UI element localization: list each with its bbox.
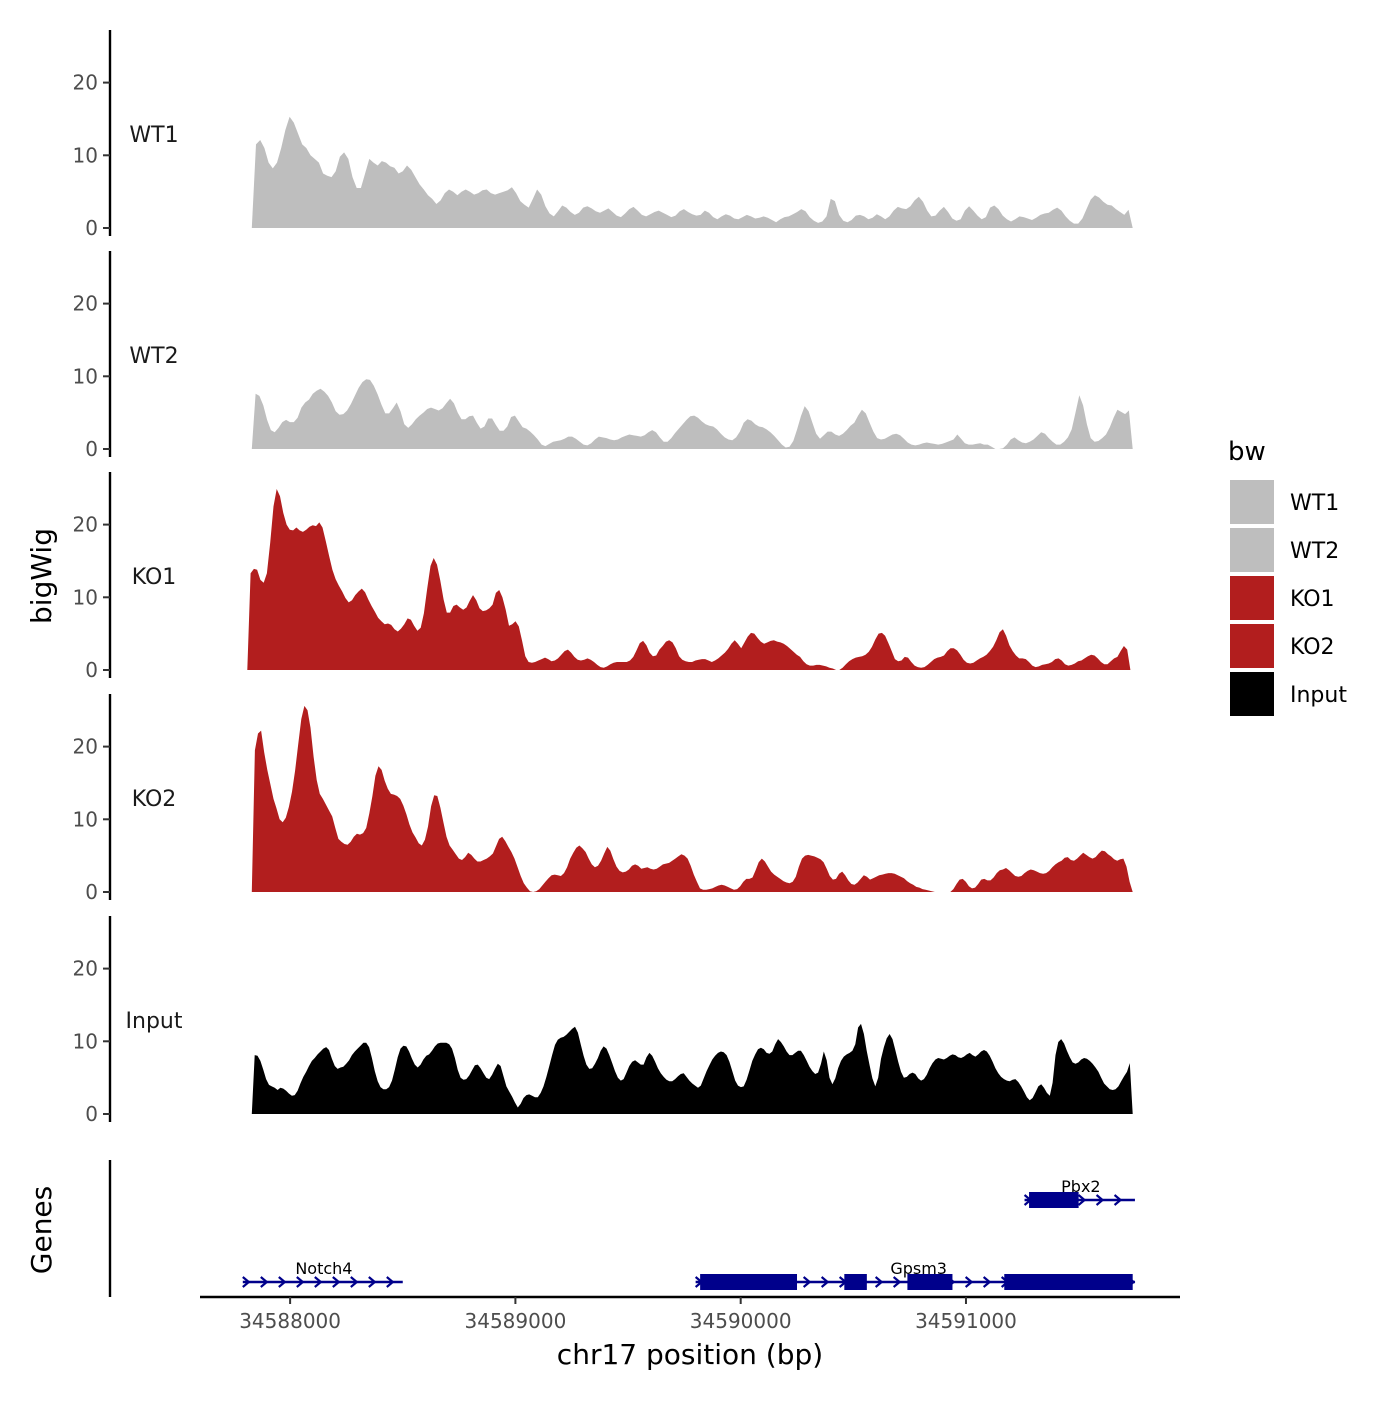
y-tick-label: 10 — [73, 585, 98, 609]
y-tick-label: 0 — [85, 216, 98, 240]
track-wt2: 0 10 20 WT2 — [73, 251, 1133, 461]
legend-swatch — [1230, 576, 1274, 620]
x-tick-label: 34588000 — [239, 1309, 341, 1333]
legend-item-ko2: KO2 — [1230, 624, 1335, 668]
track-label-ko2: KO2 — [132, 787, 177, 812]
legend-label: WT1 — [1290, 491, 1339, 516]
legend-title: bw — [1228, 437, 1266, 467]
area-wt1 — [251, 116, 1133, 228]
strand-arrow — [242, 1276, 251, 1288]
y-tick-label: 10 — [73, 807, 98, 831]
legend-label: WT2 — [1290, 539, 1339, 564]
track-label-ko1: KO1 — [132, 565, 177, 590]
y-axis-title: bigWig — [25, 528, 58, 624]
y-tick-label: 0 — [85, 1102, 98, 1126]
legend-swatch — [1230, 624, 1274, 668]
strand-arrow — [278, 1276, 287, 1288]
y-tick-label: 20 — [73, 957, 98, 981]
strand-arrow — [892, 1276, 902, 1288]
gene-gpsm3: Gpsm3 — [694, 1259, 1136, 1290]
strand-arrow — [1095, 1194, 1105, 1206]
gene-track-title: Genes — [25, 1186, 58, 1274]
strand-arrow — [368, 1276, 377, 1288]
track-label-input: Input — [126, 1009, 183, 1034]
area-ko2 — [251, 705, 1133, 892]
exon-block — [700, 1274, 798, 1290]
x-tick-label: 34590000 — [690, 1309, 792, 1333]
legend-item-ko1: KO1 — [1230, 576, 1335, 620]
gene-pbx2: Pbx2 — [1023, 1177, 1135, 1208]
strand-arrow — [874, 1276, 884, 1288]
y-tick-label: 20 — [73, 735, 98, 759]
y-tick-label: 0 — [85, 880, 98, 904]
gene-label: Gpsm3 — [890, 1259, 947, 1278]
strand-arrow — [350, 1276, 359, 1288]
y-tick-label: 20 — [73, 71, 98, 95]
legend-item-wt1: WT1 — [1230, 480, 1339, 524]
legend-item-wt2: WT2 — [1230, 528, 1339, 572]
strand-arrow — [332, 1276, 341, 1288]
legend-item-input: Input — [1230, 672, 1347, 716]
area-input — [251, 1023, 1133, 1114]
y-tick-label: 0 — [85, 658, 98, 682]
strand-arrow — [982, 1276, 992, 1288]
track-input: 0 10 20 Input — [73, 916, 1133, 1126]
track-ko2: 0 10 20 KO2 — [73, 694, 1133, 904]
track-wt1: 0 10 20 WT1 — [73, 30, 1133, 240]
exon-block — [1004, 1274, 1133, 1290]
x-axis-title: chr17 position (bp) — [557, 1338, 823, 1371]
strand-arrow — [386, 1276, 395, 1288]
strand-arrow — [1113, 1194, 1123, 1206]
y-tick-label: 20 — [73, 292, 98, 316]
x-tick-label: 34591000 — [915, 1309, 1017, 1333]
legend-swatch — [1230, 480, 1274, 524]
exon-block — [907, 1274, 953, 1290]
strand-arrow — [964, 1276, 974, 1288]
legend-label: KO2 — [1290, 635, 1335, 660]
y-tick-label: 10 — [73, 364, 98, 388]
area-ko1 — [247, 489, 1131, 670]
track-ko1: 0 10 20 KO1 — [73, 472, 1131, 682]
strand-arrow — [296, 1276, 305, 1288]
y-tick-label: 10 — [73, 143, 98, 167]
x-tick-label: 34589000 — [465, 1309, 567, 1333]
area-wt2 — [251, 379, 1133, 449]
legend-items: WT1 WT2 KO1 KO2 Input — [1230, 480, 1347, 716]
legend: bw WT1 WT2 KO1 KO2 Input — [1228, 437, 1347, 716]
track-label-wt1: WT1 — [129, 123, 178, 148]
legend-swatch — [1230, 672, 1274, 716]
legend-swatch — [1230, 528, 1274, 572]
legend-label: KO1 — [1290, 587, 1335, 612]
gene-track: Notch4 Gpsm3 Pbx2 — [108, 1160, 1136, 1297]
gene-label: Notch4 — [295, 1259, 352, 1278]
y-tick-label: 20 — [73, 513, 98, 537]
legend-label: Input — [1290, 683, 1347, 708]
track-label-wt2: WT2 — [129, 344, 178, 369]
exon-block — [844, 1274, 867, 1290]
strand-arrow — [260, 1276, 269, 1288]
strand-arrow — [1077, 1194, 1087, 1206]
strand-arrow — [314, 1276, 323, 1288]
x-axis: 34588000 34589000 34590000 34591000 — [200, 1295, 1180, 1333]
strand-arrow — [820, 1276, 830, 1288]
strand-arrow — [802, 1276, 812, 1288]
gene-notch4: Notch4 — [242, 1259, 403, 1288]
exon-block — [1029, 1192, 1079, 1208]
gene-label: Pbx2 — [1061, 1177, 1100, 1196]
y-tick-label: 0 — [85, 437, 98, 461]
y-tick-label: 10 — [73, 1029, 98, 1053]
signal-tracks: 0 10 20 WT1 0 10 20 WT2 0 10 20 KO1 0 10 20 KO2 0 10 20 Inp… — [73, 30, 1133, 1126]
